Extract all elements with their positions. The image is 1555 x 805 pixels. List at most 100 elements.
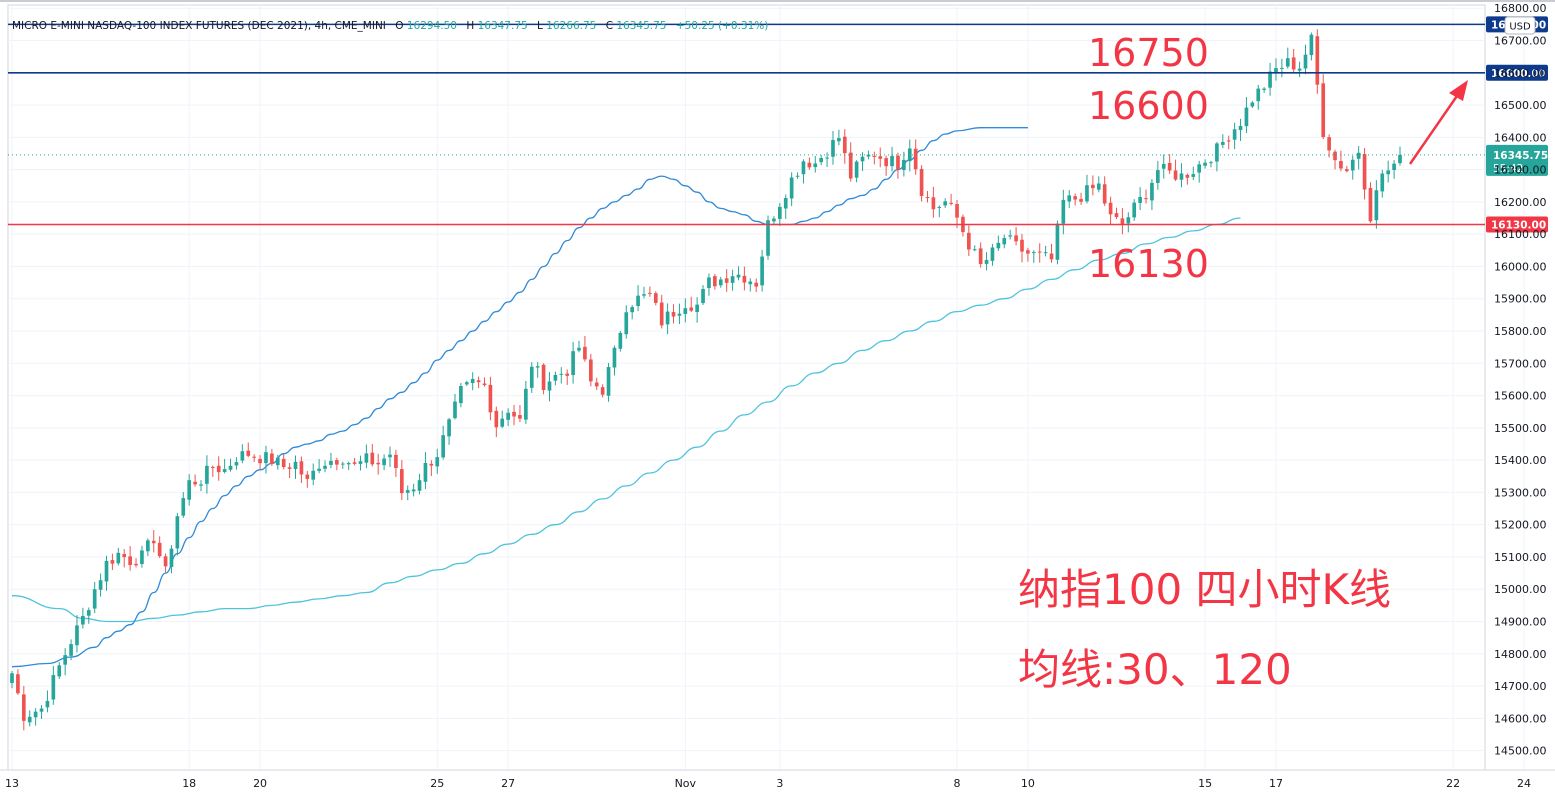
last-price-tag bbox=[1486, 144, 1548, 176]
candle bbox=[181, 492, 186, 518]
candle-body bbox=[205, 465, 209, 484]
time-tick-label: 27 bbox=[501, 777, 515, 790]
currency-badge[interactable] bbox=[1504, 16, 1536, 35]
grid bbox=[0, 0, 1555, 771]
price-tick-label: 14600.00 bbox=[1494, 712, 1547, 725]
candle bbox=[748, 278, 753, 292]
candle-body bbox=[1226, 140, 1231, 142]
candle-body bbox=[1014, 235, 1018, 242]
price-tick-label: 16400.00 bbox=[1494, 131, 1547, 144]
candle-body bbox=[1114, 213, 1119, 218]
price-tick-label: 15400.00 bbox=[1494, 454, 1547, 467]
candle-body bbox=[701, 288, 705, 304]
candle-body bbox=[1274, 68, 1278, 73]
candle bbox=[264, 445, 268, 474]
candle bbox=[299, 456, 304, 483]
candle bbox=[724, 269, 729, 292]
time-tick-label: 17 bbox=[1269, 777, 1283, 790]
candle-body bbox=[825, 157, 829, 159]
candle bbox=[27, 710, 32, 727]
candle bbox=[1049, 243, 1054, 263]
candle bbox=[163, 553, 168, 573]
candle-body bbox=[1303, 54, 1308, 69]
candle-body bbox=[837, 138, 841, 142]
candle bbox=[984, 252, 989, 271]
candles bbox=[10, 29, 1402, 731]
candle bbox=[210, 465, 215, 477]
candle bbox=[1262, 87, 1266, 93]
candle bbox=[618, 330, 623, 352]
candle bbox=[228, 458, 233, 472]
candle-body bbox=[713, 276, 717, 287]
candle-body bbox=[896, 155, 900, 170]
candle-body bbox=[724, 278, 729, 283]
candle bbox=[1161, 154, 1166, 179]
open-value: 16294.50 bbox=[407, 20, 457, 32]
price-tick-label: 14500.00 bbox=[1494, 745, 1547, 758]
candle bbox=[311, 463, 316, 486]
candle bbox=[1102, 176, 1107, 206]
countdown-timer: 55:42 bbox=[1493, 163, 1523, 175]
candle bbox=[571, 341, 575, 384]
price-tick-label: 16800.00 bbox=[1494, 2, 1547, 15]
close-value: 16345.75 bbox=[616, 20, 666, 32]
time-tick-label: Nov bbox=[675, 777, 697, 790]
candle-body bbox=[902, 159, 906, 171]
candle bbox=[287, 462, 292, 479]
candle bbox=[1150, 179, 1154, 211]
candle-body bbox=[577, 347, 581, 351]
candle bbox=[967, 225, 971, 257]
candle bbox=[323, 460, 327, 473]
candle-body bbox=[16, 674, 20, 694]
candle bbox=[128, 546, 132, 571]
candle bbox=[588, 353, 593, 387]
candle-body bbox=[707, 277, 711, 289]
candle bbox=[819, 155, 824, 166]
candle-body bbox=[518, 415, 522, 419]
candle-body bbox=[648, 292, 652, 294]
candle-body bbox=[630, 307, 635, 313]
candle-body bbox=[1079, 199, 1083, 202]
candle-body bbox=[1398, 154, 1402, 164]
candle bbox=[1079, 192, 1083, 205]
candle bbox=[801, 159, 806, 184]
candle bbox=[789, 172, 794, 207]
candle bbox=[317, 459, 321, 474]
candle bbox=[671, 304, 676, 324]
candle bbox=[860, 152, 865, 172]
candle bbox=[1043, 245, 1048, 257]
candle-body bbox=[411, 489, 416, 492]
candle bbox=[1374, 180, 1379, 229]
candle bbox=[122, 549, 127, 568]
candle-body bbox=[624, 312, 629, 335]
candle-body bbox=[116, 552, 121, 564]
candle-body bbox=[323, 465, 327, 469]
candle-body bbox=[583, 346, 587, 360]
candle-body bbox=[140, 550, 144, 565]
candle bbox=[441, 425, 445, 460]
candle-body bbox=[340, 463, 345, 465]
candle-body bbox=[45, 700, 50, 708]
candle-body bbox=[1026, 250, 1030, 254]
candle-body bbox=[642, 294, 646, 296]
candle-body bbox=[10, 673, 14, 683]
candle-body bbox=[754, 282, 759, 287]
candle-body bbox=[1386, 170, 1391, 175]
time-tick-label: 18 bbox=[182, 777, 196, 790]
candle-body bbox=[1215, 143, 1219, 162]
candle-body bbox=[1374, 190, 1379, 221]
price-tick-label: 15300.00 bbox=[1494, 486, 1547, 499]
candle-body bbox=[718, 279, 723, 286]
candle-body bbox=[665, 311, 670, 325]
candle-body bbox=[1203, 162, 1207, 166]
candle bbox=[878, 147, 883, 168]
candle-body bbox=[884, 158, 888, 167]
candle bbox=[919, 165, 924, 202]
annotation-16600: 16600 bbox=[1088, 84, 1209, 128]
candle bbox=[1203, 159, 1207, 169]
candle bbox=[216, 456, 221, 481]
candle-body bbox=[228, 465, 233, 470]
time-tick-label: 15 bbox=[1198, 777, 1212, 790]
candle-body bbox=[1333, 151, 1337, 161]
